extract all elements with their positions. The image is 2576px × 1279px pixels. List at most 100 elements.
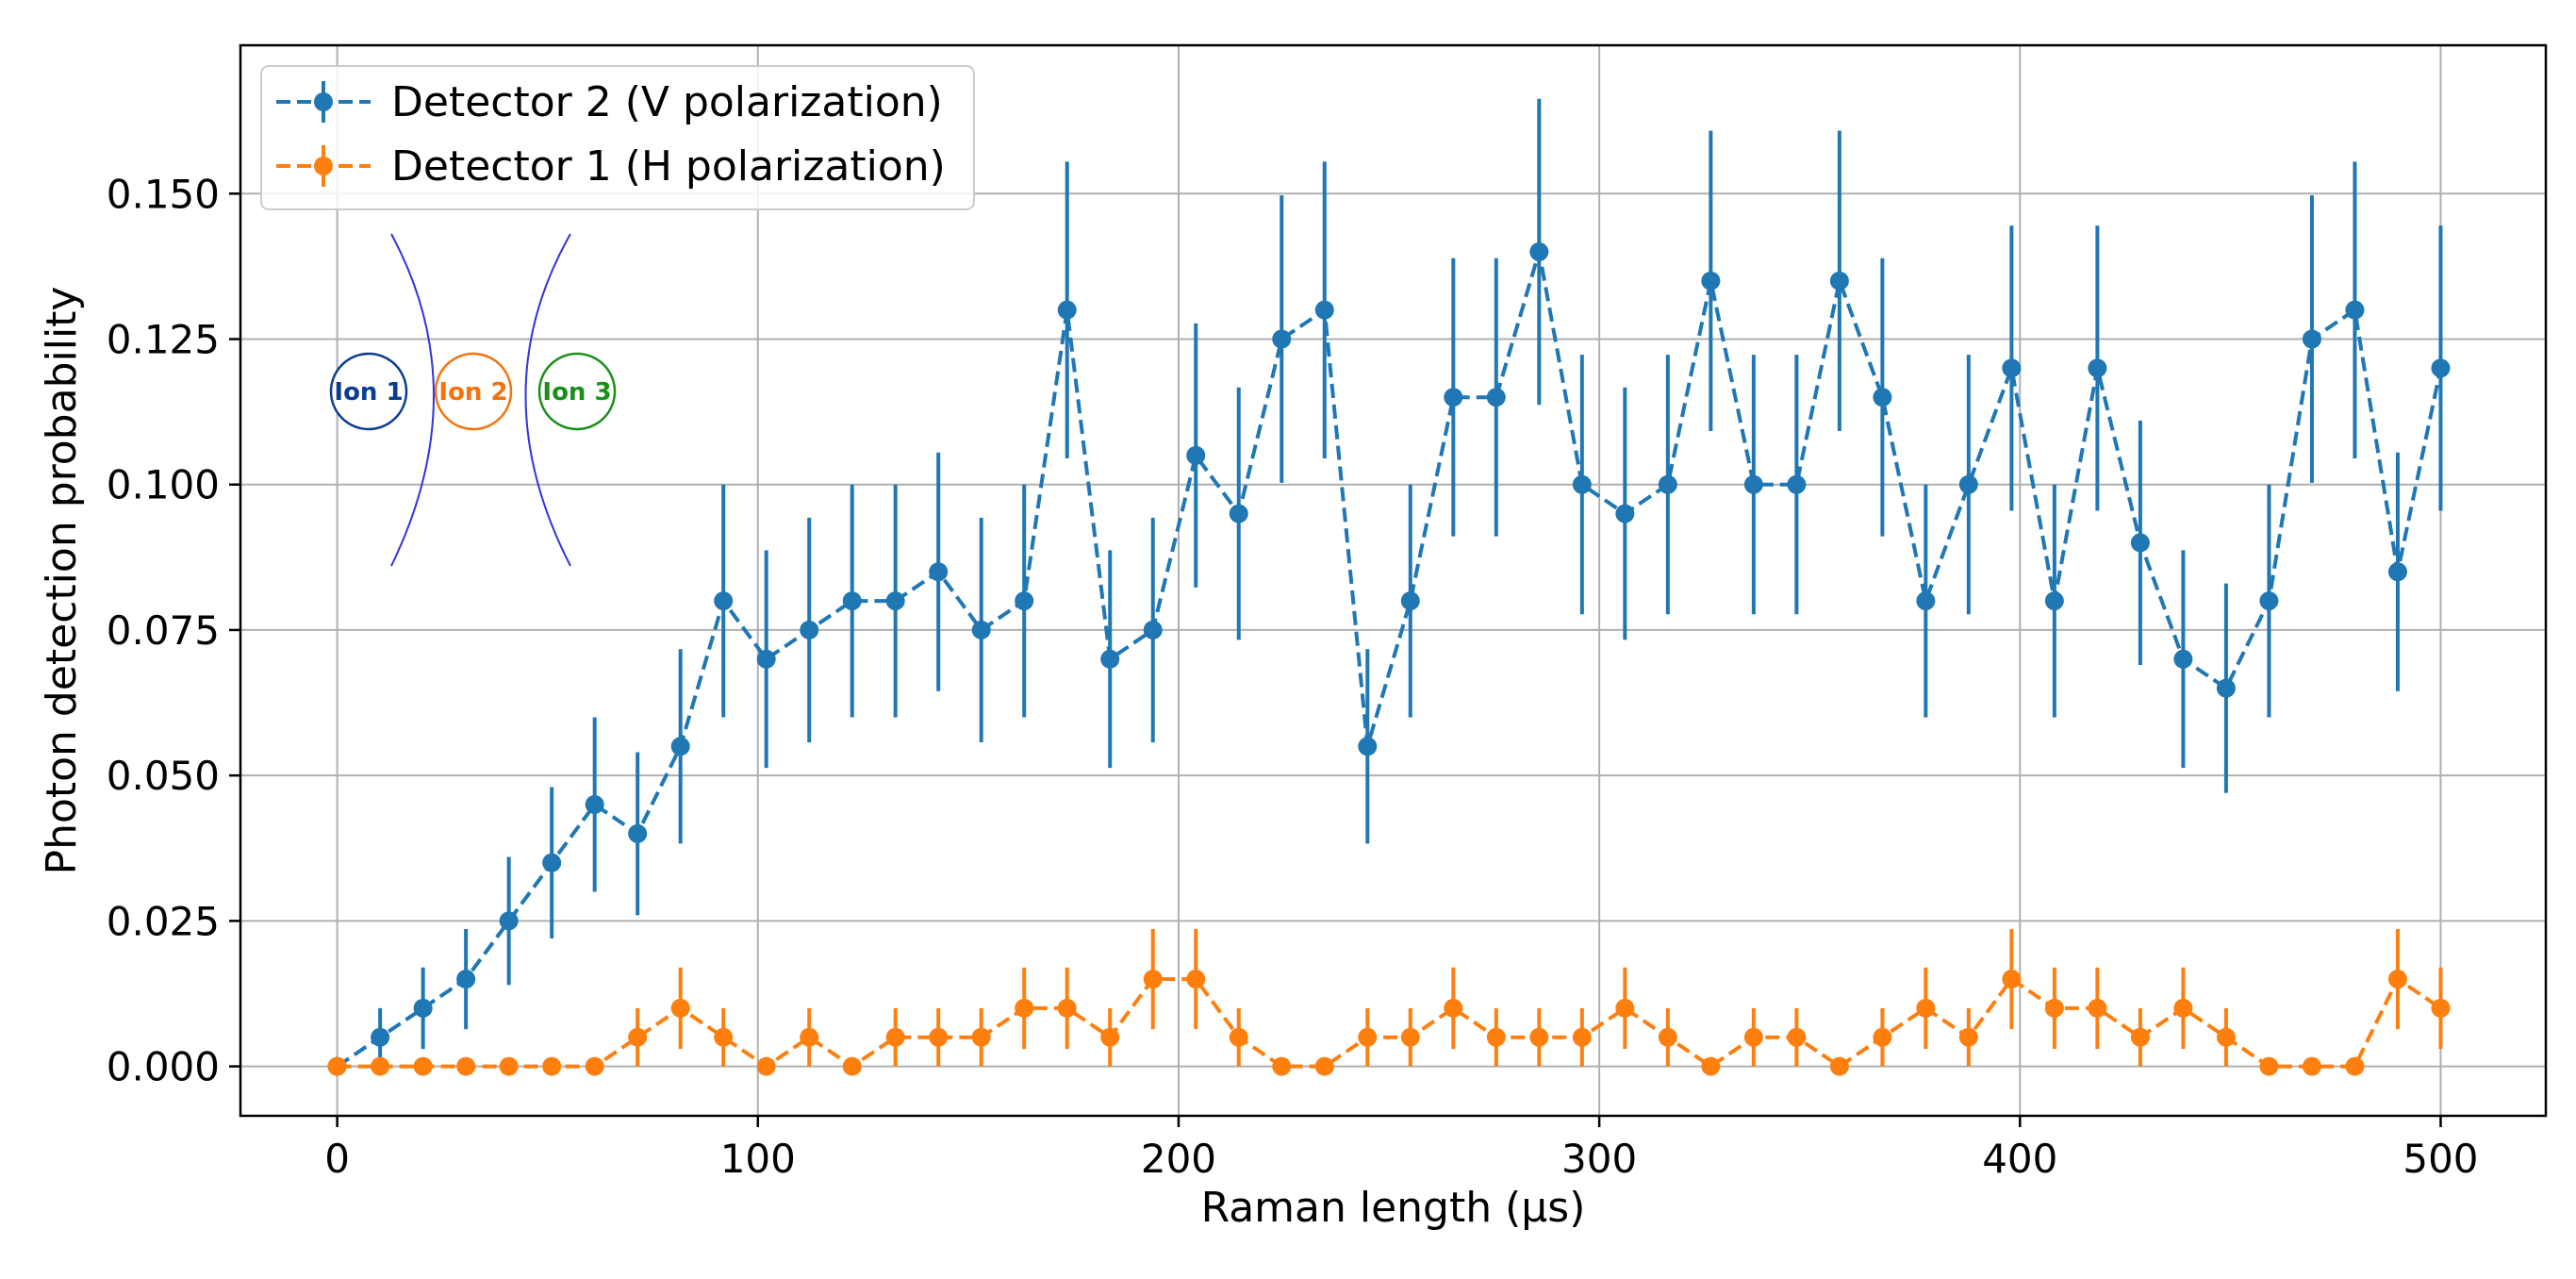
data-point xyxy=(1787,1027,1807,1047)
data-point xyxy=(585,794,604,814)
data-point xyxy=(1314,1056,1334,1076)
data-point xyxy=(413,1056,433,1076)
y-axis-ticks: 0.000 0.025 0.050 0.075 0.100 0.125 0.150 xyxy=(107,171,240,1090)
data-point xyxy=(885,1027,905,1047)
data-point xyxy=(2173,649,2193,669)
data-point xyxy=(842,1056,862,1076)
data-point xyxy=(499,911,519,931)
data-point xyxy=(1701,1056,1721,1076)
beam-left-edge xyxy=(390,233,435,567)
data-point xyxy=(1100,649,1120,669)
data-point xyxy=(1015,591,1034,611)
data-point xyxy=(1100,1027,1120,1047)
data-point xyxy=(1572,474,1592,494)
data-point xyxy=(1400,1027,1420,1047)
beam-right-edge xyxy=(524,233,571,567)
data-point xyxy=(2259,1056,2279,1076)
data-point xyxy=(2345,1056,2365,1076)
data-point xyxy=(1057,300,1077,320)
data-point xyxy=(1229,504,1248,523)
data-point xyxy=(2259,591,2279,611)
legend: Detector 2 (V polarization) Detector 1 (H… xyxy=(260,65,975,210)
data-point xyxy=(2302,329,2321,349)
data-point xyxy=(1958,1027,1978,1047)
data-point xyxy=(1743,474,1763,494)
legend-label: Detector 1 (H polarization) xyxy=(391,142,946,191)
data-point xyxy=(413,998,433,1018)
legend-label: Detector 2 (V polarization) xyxy=(391,78,943,126)
data-point xyxy=(2216,678,2236,698)
data-point xyxy=(1958,474,1978,494)
data-point xyxy=(1829,1056,1849,1076)
ion-circle xyxy=(537,352,617,431)
legend-item: Detector 1 (H polarization) xyxy=(276,142,946,191)
data-point xyxy=(2044,591,2064,611)
y-tick-label: 0.125 xyxy=(107,317,220,363)
data-point xyxy=(1358,1027,1378,1047)
y-axis-label: Photon detection probability xyxy=(38,287,86,875)
data-point xyxy=(1916,591,1936,611)
data-point xyxy=(1658,1027,1677,1047)
data-point xyxy=(756,1056,776,1076)
data-point xyxy=(1701,271,1721,291)
data-point xyxy=(2431,998,2451,1018)
ion-label: Ion 2 xyxy=(438,378,507,407)
y-tick-label: 0.000 xyxy=(107,1044,220,1090)
ion-3: Ion 3 xyxy=(537,352,617,431)
data-point xyxy=(2044,998,2064,1018)
data-point xyxy=(800,1027,819,1047)
ion-2: Ion 2 xyxy=(434,352,513,431)
data-point xyxy=(2216,1027,2236,1047)
data-point xyxy=(456,970,476,989)
data-point xyxy=(971,1027,991,1047)
data-point xyxy=(1358,737,1378,756)
ion-label: Ion 1 xyxy=(334,378,403,407)
data-point xyxy=(1444,998,1463,1018)
data-point xyxy=(628,823,648,843)
legend-item: Detector 2 (V polarization) xyxy=(276,78,943,126)
data-point xyxy=(2387,562,2407,582)
x-axis-ticks: 0 100 200 300 400 500 xyxy=(324,1116,2479,1182)
data-point xyxy=(1787,474,1807,494)
x-tick-label: 400 xyxy=(1982,1136,2057,1182)
ion-1: Ion 1 xyxy=(329,352,408,431)
data-point xyxy=(2130,1027,2150,1047)
data-point xyxy=(1272,1056,1292,1076)
data-point xyxy=(1486,388,1506,407)
y-tick-label: 0.025 xyxy=(107,898,220,944)
data-point xyxy=(842,591,862,611)
data-point xyxy=(456,1056,476,1076)
data-point xyxy=(1529,241,1549,261)
data-point xyxy=(1314,300,1334,320)
x-tick-label: 200 xyxy=(1141,1136,1216,1182)
data-point xyxy=(2002,358,2022,378)
y-tick-label: 0.050 xyxy=(107,753,220,799)
data-point xyxy=(670,998,690,1018)
y-tick-label: 0.150 xyxy=(107,171,220,217)
data-point xyxy=(1743,1027,1763,1047)
data-point xyxy=(971,620,991,640)
data-point xyxy=(929,1027,949,1047)
ion-circle xyxy=(434,352,513,431)
data-point xyxy=(1143,620,1163,640)
data-point xyxy=(2302,1056,2321,1076)
series-line xyxy=(336,251,2443,1069)
data-series xyxy=(327,98,2451,1076)
data-point xyxy=(542,1056,562,1076)
legend-marker xyxy=(314,157,333,175)
series-2 xyxy=(327,928,2451,1076)
data-point xyxy=(1829,271,1849,291)
data-point xyxy=(714,1027,734,1047)
data-point xyxy=(1186,445,1206,465)
data-point xyxy=(1572,1027,1592,1047)
data-point xyxy=(628,1027,648,1047)
grid-lines xyxy=(240,45,2546,1116)
data-point xyxy=(1486,1027,1506,1047)
data-point xyxy=(1229,1027,1248,1047)
y-tick-label: 0.100 xyxy=(107,462,220,508)
data-point xyxy=(670,737,690,756)
data-point xyxy=(327,1056,347,1076)
y-tick-label: 0.075 xyxy=(107,607,220,654)
x-tick-label: 300 xyxy=(1561,1136,1637,1182)
